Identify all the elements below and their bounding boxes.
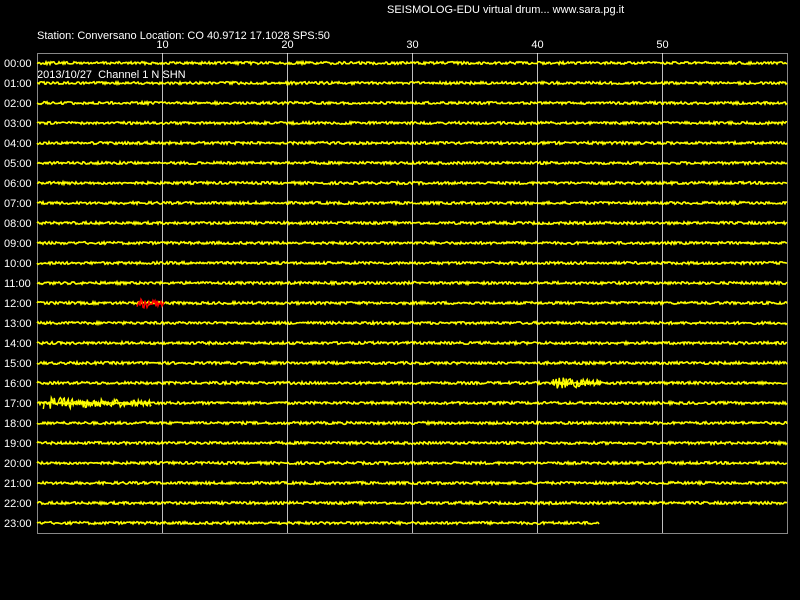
hour-label: 16:00: [4, 378, 32, 390]
x-tick-label: 40: [531, 39, 543, 51]
hour-label: 22:00: [4, 498, 32, 510]
trace-line: [36, 139, 788, 147]
trace-line: [36, 339, 788, 347]
hour-label: 20:00: [4, 458, 32, 470]
x-tick-label: 50: [656, 39, 668, 51]
x-tick-label: 20: [281, 39, 293, 51]
trace-line: [36, 119, 788, 127]
trace-line: [36, 299, 788, 307]
hour-label: 00:00: [4, 58, 32, 70]
trace-line: [36, 179, 788, 187]
trace-line: [36, 519, 600, 527]
hour-label: 19:00: [4, 438, 32, 450]
trace-line: [36, 499, 788, 507]
trace-line: [36, 439, 788, 447]
trace-line: [36, 79, 788, 87]
hour-label: 11:00: [4, 278, 31, 290]
hour-label: 07:00: [4, 198, 32, 210]
app-title: SEISMOLOG-EDU virtual drum... www.sara.p…: [387, 4, 625, 16]
x-tick-label: 30: [406, 39, 418, 51]
hour-label: 04:00: [4, 138, 32, 150]
hour-label: 21:00: [4, 478, 32, 490]
hour-label: 12:00: [4, 298, 32, 310]
trace-line: [36, 419, 788, 427]
trace-line: [36, 159, 788, 167]
hour-label: 10:00: [4, 258, 32, 270]
hour-label: 18:00: [4, 418, 32, 430]
hour-label: 15:00: [4, 358, 32, 370]
x-tick-label: 10: [156, 39, 168, 51]
hour-label: 02:00: [4, 98, 32, 110]
trace-line: [36, 399, 788, 407]
station-line: Station: Conversano Location: CO 40.9712…: [37, 30, 330, 42]
trace-line: [36, 319, 788, 327]
trace-line: [36, 239, 788, 247]
trace-line: [36, 99, 788, 107]
hour-label: 05:00: [4, 158, 32, 170]
trace-line: [36, 359, 788, 367]
trace-line: [36, 379, 788, 387]
hour-label: 01:00: [4, 78, 32, 90]
hour-label: 13:00: [4, 318, 32, 330]
trace-line: [36, 259, 788, 267]
date-channel-line: 2013/10/27 Channel 1 N SHN: [37, 69, 186, 81]
hour-label: 03:00: [4, 118, 32, 130]
hour-label: 23:00: [4, 518, 32, 530]
trace-line: [36, 459, 788, 467]
trace-line: [36, 199, 788, 207]
event-trace: [552, 377, 602, 389]
hour-label: 06:00: [4, 178, 32, 190]
hour-label: 09:00: [4, 238, 32, 250]
event-trace: [42, 395, 152, 411]
station-info: Station: Conversano Location: CO 40.9712…: [37, 4, 330, 95]
hour-label: 17:00: [4, 398, 32, 410]
trace-line: [36, 479, 788, 487]
hour-label: 14:00: [4, 338, 32, 350]
trace-line: [36, 59, 788, 67]
hour-label: 08:00: [4, 218, 32, 230]
event-trace: [136, 297, 165, 310]
trace-line: [36, 279, 788, 287]
trace-line: [36, 219, 788, 227]
